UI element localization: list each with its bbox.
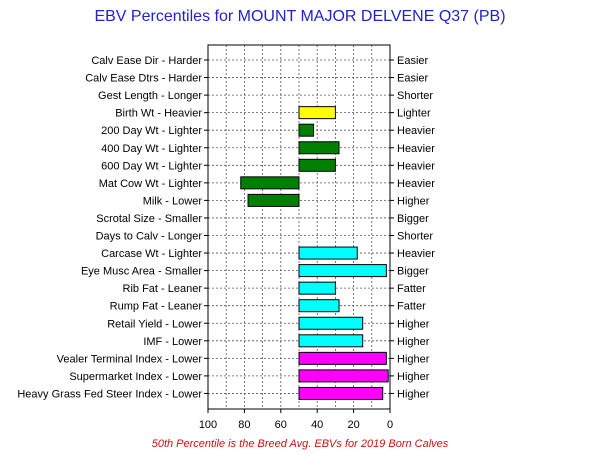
bar-3 [298,106,336,120]
x-tick-label: 20 [347,419,359,431]
category-label: Milk - Lower [143,195,203,207]
category-label: Carcase Wt - Lighter [101,248,202,260]
category-label: 400 Day Wt - Lighter [101,143,202,155]
direction-label: Easier [397,73,429,85]
bar-16 [298,334,364,348]
direction-label: Higher [397,371,430,383]
direction-label: Heavier [397,178,435,190]
category-label: Days to Calv - Longer [96,231,203,243]
category-label: Rib Fat - Leaner [123,283,203,295]
bar-13 [298,281,336,295]
bar-14 [298,299,340,313]
bar-19 [298,386,384,400]
direction-label: Higher [397,388,430,400]
bar-18 [298,369,389,383]
category-label: 200 Day Wt - Lighter [101,125,202,137]
plot-frame [207,44,391,410]
bar-6 [298,158,336,172]
direction-label: Higher [397,353,430,365]
bar-17 [298,351,387,365]
category-label: Scrotal Size - Smaller [96,213,202,225]
bar-4 [298,123,315,137]
category-label: Birth Wt - Heavier [115,108,202,120]
bar-8 [247,193,300,207]
direction-label: Fatter [397,283,426,295]
direction-label: Easier [397,55,429,67]
chart-footnote: 50th Percentile is the Breed Avg. EBVs f… [152,438,449,450]
direction-label: Shorter [397,90,433,102]
category-label: IMF - Lower [143,336,202,348]
direction-label: Bigger [397,266,429,278]
bar-12 [298,264,387,278]
category-label: Retail Yield - Lower [107,318,202,330]
direction-label: Higher [397,318,430,330]
category-label: 600 Day Wt - Lighter [101,160,202,172]
bar-11 [298,246,358,260]
category-label: Calv Ease Dir - Harder [91,55,202,67]
chart-title: EBV Percentiles for MOUNT MAJOR DELVENE … [94,8,505,25]
direction-label: Bigger [397,213,429,225]
direction-label: Higher [397,195,430,207]
category-label: Heavy Grass Fed Steer Index - Lower [17,388,202,400]
x-tick-label: 80 [238,419,250,431]
direction-label: Heavier [397,125,435,137]
category-label: Eye Musc Area - Smaller [81,266,202,278]
direction-label: Lighter [397,108,431,120]
x-tick-label: 100 [199,419,217,431]
grid [208,45,390,409]
category-label: Rump Fat - Leaner [110,301,203,313]
category-label: Supermarket Index - Lower [69,371,202,383]
x-tick-label: 40 [311,419,323,431]
bar-5 [298,141,340,155]
x-tick-label: 0 [387,419,393,431]
direction-label: Fatter [397,301,426,313]
bars [240,106,389,400]
direction-labels: Easier Easier Shorter Lighter Heavier Heavier… [390,55,435,400]
x-tick-label: 60 [275,419,287,431]
direction-label: Shorter [397,231,433,243]
direction-label: Higher [397,336,430,348]
category-labels: Calv Ease Dir - Harder Calv Ease Dtrs - H… [17,55,208,400]
direction-label: Heavier [397,248,435,260]
category-label: Vealer Terminal Index - Lower [57,353,203,365]
bar-15 [298,316,364,330]
direction-label: Heavier [397,143,435,155]
category-label: Mat Cow Wt - Lighter [99,178,203,190]
category-label: Calv Ease Dtrs - Harder [85,73,202,85]
category-label: Gest Length - Longer [98,90,202,102]
direction-label: Heavier [397,160,435,172]
x-axis-ticks: 100 80 60 40 20 0 [199,409,393,431]
bar-7 [240,176,300,190]
